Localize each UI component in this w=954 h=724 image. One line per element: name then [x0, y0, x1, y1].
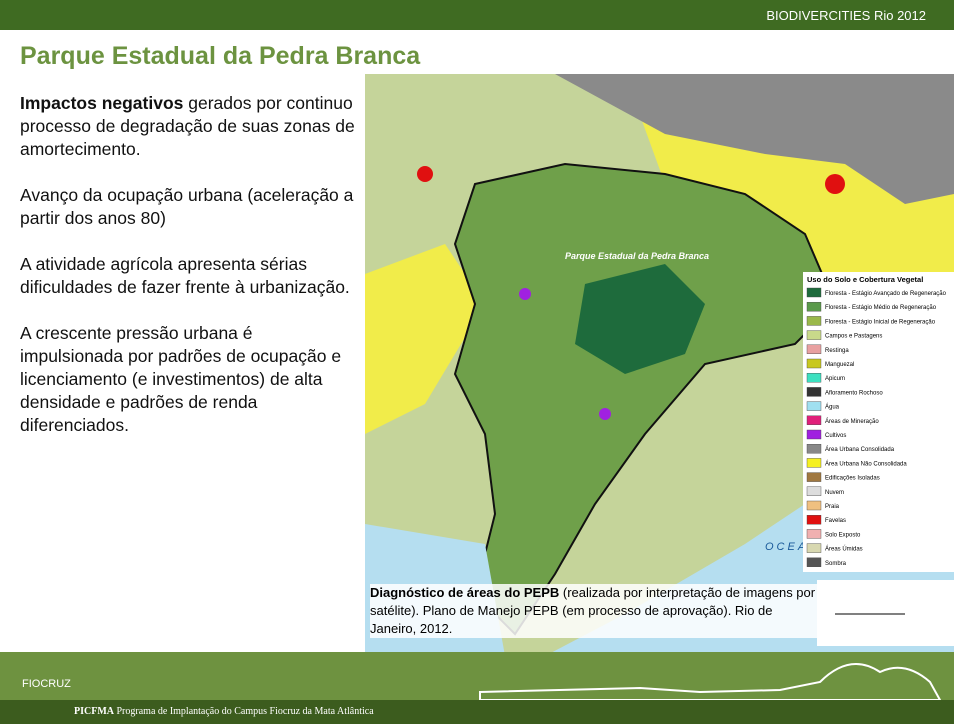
legend-label: Manguezal — [825, 362, 854, 368]
legend: Uso do Solo e Cobertura Vegetal Floresta… — [803, 272, 954, 572]
cultivo — [599, 408, 611, 420]
favela — [825, 174, 845, 194]
map: Parque Estadual da Pedra Branca OCEANO A… — [365, 74, 954, 656]
slide: BIODIVERCITIES Rio 2012 Parque Estadual … — [0, 0, 954, 724]
legend-label: Restinga — [825, 348, 849, 354]
footer-art — [0, 652, 954, 700]
paragraph: Avanço da ocupação urbana (aceleração a … — [20, 184, 358, 230]
legend-label: Floresta - Estágio Avançado de Regeneraç… — [825, 291, 947, 297]
legend-label: Cultivos — [825, 433, 846, 439]
program-name: Programa de Implantação do Campus Fiocru… — [114, 706, 374, 717]
legend-swatch — [807, 359, 821, 368]
legend-swatch — [807, 288, 821, 297]
legend-swatch — [807, 473, 821, 482]
legend-swatch — [807, 387, 821, 396]
cultivo — [519, 288, 531, 300]
legend-label: Edificações Isoladas — [825, 476, 880, 482]
legend-label: Áreas de Mineração — [825, 418, 879, 425]
legend-label: Sombra — [825, 561, 847, 567]
event-label: BIODIVERCITIES Rio 2012 — [766, 8, 926, 23]
program-abbr: PICFMA — [74, 706, 114, 717]
legend-swatch — [807, 501, 821, 510]
paragraph: A crescente pressão urbana é impulsionad… — [20, 322, 358, 437]
legend-swatch — [807, 458, 821, 467]
legend-label: Apicum — [825, 376, 845, 382]
legend-swatch — [807, 416, 821, 425]
legend-label: Afloramento Rochoso — [825, 390, 883, 396]
legend-swatch — [807, 430, 821, 439]
logo: FIOCRUZ — [22, 678, 71, 690]
legend-title: Uso do Solo e Cobertura Vegetal — [807, 275, 923, 284]
legend-swatch — [807, 444, 821, 453]
legend-swatch — [807, 331, 821, 340]
legend-label: Área Urbana Consolidada — [825, 446, 895, 453]
favela — [417, 166, 433, 182]
legend-swatch — [807, 529, 821, 538]
slide-title: Parque Estadual da Pedra Branca — [20, 42, 420, 71]
legend-swatch — [807, 302, 821, 311]
paragraph: A atividade agrícola apresenta sérias di… — [20, 253, 358, 299]
legend-label: Praia — [825, 504, 840, 510]
legend-label: Áreas Úmidas — [825, 546, 863, 553]
legend-swatch — [807, 345, 821, 354]
legend-label: Água — [825, 404, 840, 411]
legend-swatch — [807, 515, 821, 524]
legend-swatch — [807, 544, 821, 553]
legend-swatch — [807, 487, 821, 496]
caption-bold: Diagnóstico de áreas do PEPB — [370, 585, 559, 600]
header-bar: BIODIVERCITIES Rio 2012 — [0, 0, 954, 30]
legend-label: Floresta - Estágio Inicial de Regeneraçã… — [825, 319, 936, 325]
park-label: Parque Estadual da Pedra Branca — [565, 251, 709, 261]
legend-label: Solo Exposto — [825, 532, 861, 538]
legend-label: Área Urbana Não Consolidada — [825, 460, 907, 467]
caption: Diagnóstico de áreas do PEPB (realizada … — [370, 584, 820, 638]
scale-box — [817, 580, 954, 646]
legend-label: Campos e Pastagens — [825, 334, 882, 340]
legend-swatch — [807, 316, 821, 325]
program: PICFMA Programa de Implantação do Campus… — [74, 706, 374, 717]
legend-label: Nuvem — [825, 490, 844, 496]
legend-swatch — [807, 558, 821, 567]
legend-swatch — [807, 402, 821, 411]
body-text: Impactos negativos gerados por continuo … — [20, 92, 358, 460]
legend-swatch — [807, 373, 821, 382]
legend-label: Favelas — [825, 518, 846, 524]
paragraph: Impactos negativos gerados por continuo … — [20, 92, 358, 161]
bold-text: Impactos negativos — [20, 93, 183, 113]
legend-label: Floresta - Estágio Médio de Regeneração — [825, 305, 937, 311]
